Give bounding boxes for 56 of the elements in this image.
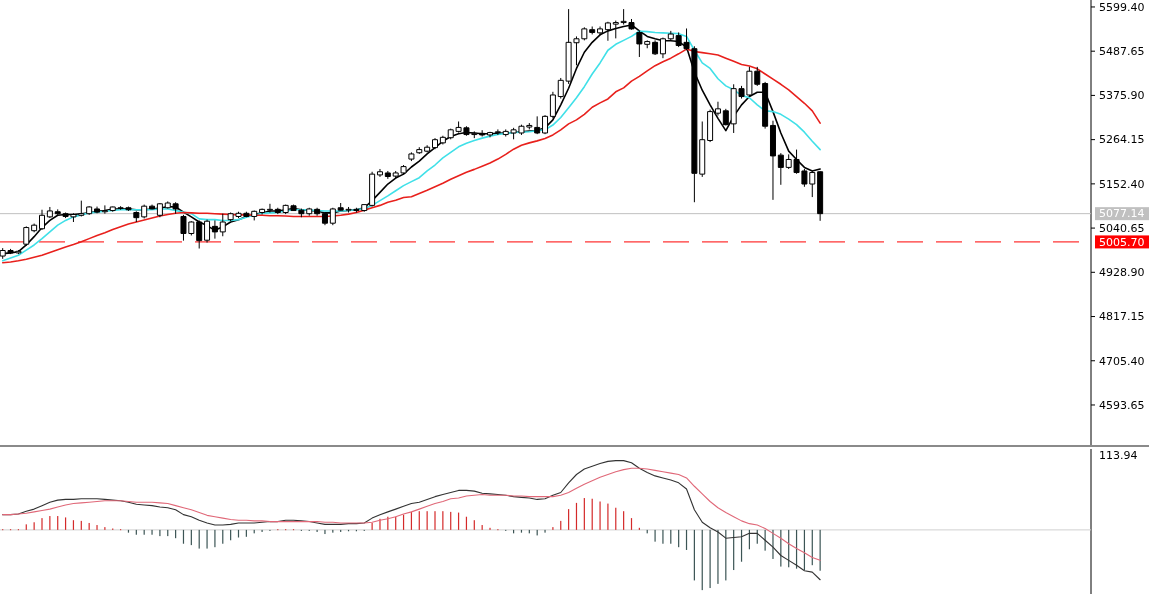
candlestick — [549, 91, 556, 119]
candlestick — [707, 109, 714, 143]
candlestick — [769, 120, 776, 201]
candlestick — [31, 223, 38, 233]
candlestick — [714, 101, 721, 117]
candlestick — [722, 108, 729, 126]
candlestick — [659, 37, 666, 59]
candlestick — [494, 128, 501, 136]
candlestick — [369, 171, 376, 208]
candlestick — [487, 131, 494, 138]
candlestick — [432, 137, 438, 150]
y-tick-label: 5487.65 — [1099, 45, 1145, 59]
candlestick — [39, 209, 45, 231]
y-tick-label: 5040.65 — [1099, 221, 1145, 235]
candlestick — [416, 146, 423, 155]
candlestick — [156, 202, 163, 218]
y-tick-label: 5264.15 — [1099, 133, 1145, 147]
candlestick — [542, 114, 549, 135]
candlestick — [46, 206, 53, 219]
y-tick-label: 4705.40 — [1099, 354, 1145, 368]
candlestick — [211, 219, 218, 240]
candlestick — [439, 135, 446, 145]
y-tick-label: 5152.40 — [1099, 177, 1145, 191]
y-tick-label: 4928.90 — [1099, 266, 1145, 280]
candlestick — [376, 168, 383, 178]
candlestick — [384, 170, 391, 180]
candlestick — [534, 115, 541, 135]
candlestick — [219, 213, 226, 237]
candlestick — [777, 152, 784, 186]
candlestick — [23, 225, 30, 247]
text: 113.94 — [1099, 448, 1138, 462]
candlestick — [762, 81, 769, 130]
y-tick-label: 5375.90 — [1099, 89, 1145, 103]
candlestick — [329, 207, 336, 226]
candlestick — [94, 206, 101, 214]
y-tick-label: 5599.40 — [1099, 0, 1145, 14]
candlestick — [274, 207, 281, 215]
y-tick-label: 4593.65 — [1099, 398, 1145, 412]
candlestick — [196, 219, 203, 250]
candlestick — [133, 210, 140, 223]
candlestick — [408, 151, 415, 162]
candlestick — [321, 212, 328, 226]
candlestick — [141, 204, 148, 219]
candlestick — [479, 129, 486, 138]
candlestick — [259, 208, 266, 215]
candlestick — [589, 26, 596, 35]
candlestick — [652, 39, 659, 56]
y-tick-label: 4817.15 — [1099, 310, 1145, 324]
candlestick — [266, 203, 273, 214]
candlestick — [149, 204, 156, 210]
candlestick — [424, 144, 431, 153]
candlestick — [86, 205, 93, 216]
candlestick — [204, 219, 211, 244]
candlestick — [101, 204, 108, 215]
candlestick — [314, 207, 321, 217]
candlestick — [667, 30, 674, 41]
